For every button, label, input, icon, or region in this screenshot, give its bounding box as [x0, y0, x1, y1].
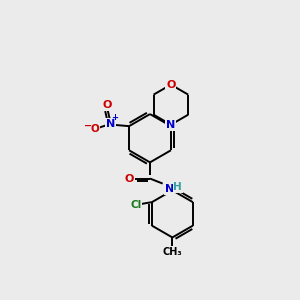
Text: O: O	[103, 100, 112, 110]
Text: N: N	[165, 184, 174, 194]
Text: N: N	[106, 119, 116, 129]
Text: O: O	[90, 124, 99, 134]
Text: −: −	[84, 121, 92, 131]
Text: O: O	[125, 174, 134, 184]
Text: H: H	[173, 182, 182, 192]
Text: N: N	[166, 120, 176, 130]
Text: +: +	[112, 113, 118, 122]
Text: Cl: Cl	[130, 200, 141, 210]
Text: O: O	[166, 80, 176, 90]
Text: CH₃: CH₃	[163, 247, 182, 257]
